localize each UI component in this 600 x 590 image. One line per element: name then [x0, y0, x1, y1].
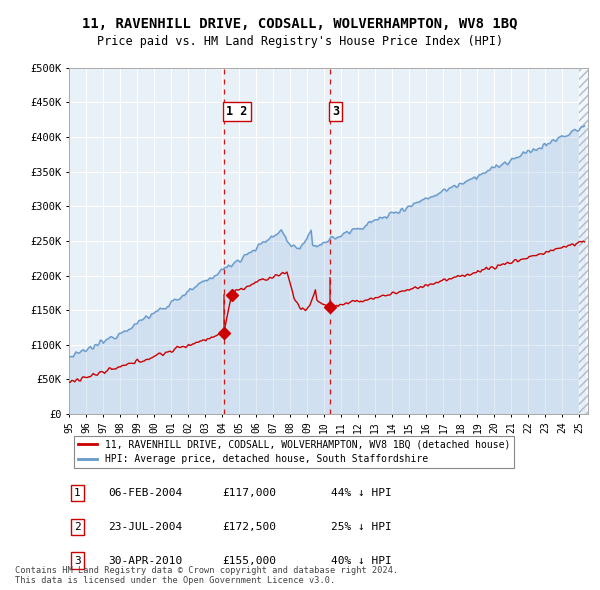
Text: Contains HM Land Registry data © Crown copyright and database right 2024.
This d: Contains HM Land Registry data © Crown c…	[15, 566, 398, 585]
Text: 25% ↓ HPI: 25% ↓ HPI	[331, 522, 392, 532]
Text: £155,000: £155,000	[222, 556, 276, 566]
Text: 1: 1	[74, 488, 81, 498]
Text: 30-APR-2010: 30-APR-2010	[108, 556, 182, 566]
Text: 23-JUL-2004: 23-JUL-2004	[108, 522, 182, 532]
Text: Price paid vs. HM Land Registry's House Price Index (HPI): Price paid vs. HM Land Registry's House …	[97, 35, 503, 48]
Text: 40% ↓ HPI: 40% ↓ HPI	[331, 556, 392, 566]
Text: 3: 3	[74, 556, 81, 566]
Text: 2: 2	[74, 522, 81, 532]
Text: £117,000: £117,000	[222, 488, 276, 498]
Text: 11, RAVENHILL DRIVE, CODSALL, WOLVERHAMPTON, WV8 1BQ: 11, RAVENHILL DRIVE, CODSALL, WOLVERHAMP…	[82, 17, 518, 31]
Text: £172,500: £172,500	[222, 522, 276, 532]
Bar	[580, 68, 588, 414]
Text: 3: 3	[332, 104, 340, 117]
Bar	[580, 68, 588, 414]
Legend: 11, RAVENHILL DRIVE, CODSALL, WOLVERHAMPTON, WV8 1BQ (detached house), HPI: Aver: 11, RAVENHILL DRIVE, CODSALL, WOLVERHAMP…	[74, 436, 514, 468]
Text: 1 2: 1 2	[226, 104, 248, 117]
Text: 44% ↓ HPI: 44% ↓ HPI	[331, 488, 392, 498]
Text: 06-FEB-2004: 06-FEB-2004	[108, 488, 182, 498]
